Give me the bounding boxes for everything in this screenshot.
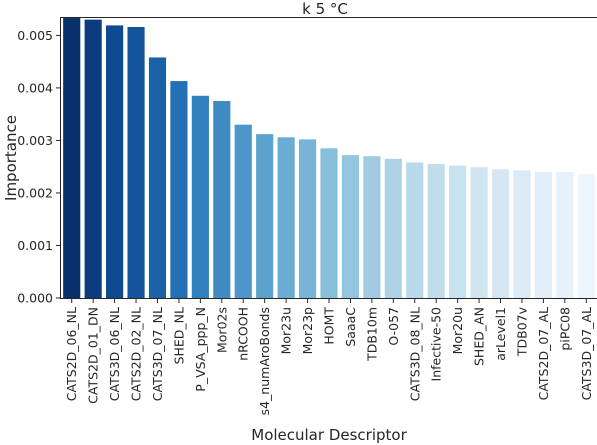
bar <box>277 137 295 298</box>
y-tick-label: 0.004 <box>17 80 53 95</box>
x-tick-label: O-057 <box>386 307 401 346</box>
x-tick-label: CATS2D_07_AL <box>536 307 551 400</box>
bar <box>106 25 124 298</box>
x-tick-label: CATS2D_06_NL <box>64 307 79 401</box>
bar <box>491 169 510 298</box>
bar <box>148 57 167 298</box>
x-tick-label: P_VSA_ppp_N <box>193 307 208 392</box>
x-tick-label: piPC08 <box>557 307 572 351</box>
x-tick-label: CATS3D_07_AL <box>579 307 594 400</box>
y-tick-label: 0.001 <box>17 238 53 253</box>
bar <box>127 26 145 299</box>
x-tick-label: CATS3D_07_NL <box>150 307 165 401</box>
bar <box>298 139 317 298</box>
chart-title: k 5 °C <box>302 0 348 18</box>
x-tick-label: Mor02s <box>214 307 229 353</box>
bar <box>384 158 402 298</box>
bar <box>256 134 274 298</box>
x-tick-label: s4_numAroBonds <box>257 307 272 415</box>
bar <box>363 156 381 298</box>
x-axis: CATS2D_06_NL CATS2D_01_DN CATS3D_06_NL CATS… <box>64 298 594 415</box>
bar <box>556 171 574 298</box>
bar <box>534 171 552 298</box>
x-tick-label: TDB10m <box>364 307 379 362</box>
bar <box>427 164 445 298</box>
x-tick-label: Mor23p <box>300 307 315 354</box>
x-tick-label: HOMT <box>322 307 337 345</box>
y-axis-title: Importance <box>2 115 20 201</box>
plot-frame <box>60 17 597 299</box>
y-tick-label: 0.003 <box>17 133 53 148</box>
x-tick-label: CATS2D_01_DN <box>86 307 101 404</box>
y-tick-label: 0.000 <box>17 291 53 306</box>
bar <box>213 101 231 298</box>
bar <box>234 124 252 298</box>
x-tick-label: Mor20u <box>450 307 465 354</box>
x-tick-label: CATS3D_06_NL <box>107 307 122 401</box>
x-tick-label: CATS2D_02_NL <box>129 307 144 401</box>
bar <box>170 81 188 298</box>
bar <box>341 155 360 298</box>
x-tick-label: Infective-50 <box>429 307 444 381</box>
bar <box>84 19 102 299</box>
bar <box>449 165 467 298</box>
bar-series <box>63 18 595 299</box>
x-tick-label: Mor23u <box>279 307 294 354</box>
x-axis-title: Molecular Descriptor <box>251 426 407 444</box>
x-tick-label: nRCOOH <box>236 307 251 361</box>
bar <box>470 167 488 298</box>
bar <box>320 148 338 298</box>
bar <box>406 162 424 298</box>
bar <box>513 170 531 298</box>
bar <box>191 95 209 298</box>
y-axis: 0.000 0.001 0.002 0.003 0.004 0.005 <box>17 28 61 306</box>
x-tick-label: SHED_NL <box>171 307 186 364</box>
bar <box>63 18 81 298</box>
x-tick-label: SaaaC <box>343 307 358 347</box>
y-tick-label: 0.005 <box>17 28 53 43</box>
x-tick-label: SHED_AN <box>472 307 487 366</box>
bar <box>577 174 595 298</box>
x-tick-label: arLevel1 <box>493 307 508 361</box>
x-tick-label: CATS3D_08_NL <box>407 307 422 401</box>
x-tick-label: TDB07v <box>514 306 529 357</box>
y-tick-label: 0.002 <box>17 185 53 200</box>
